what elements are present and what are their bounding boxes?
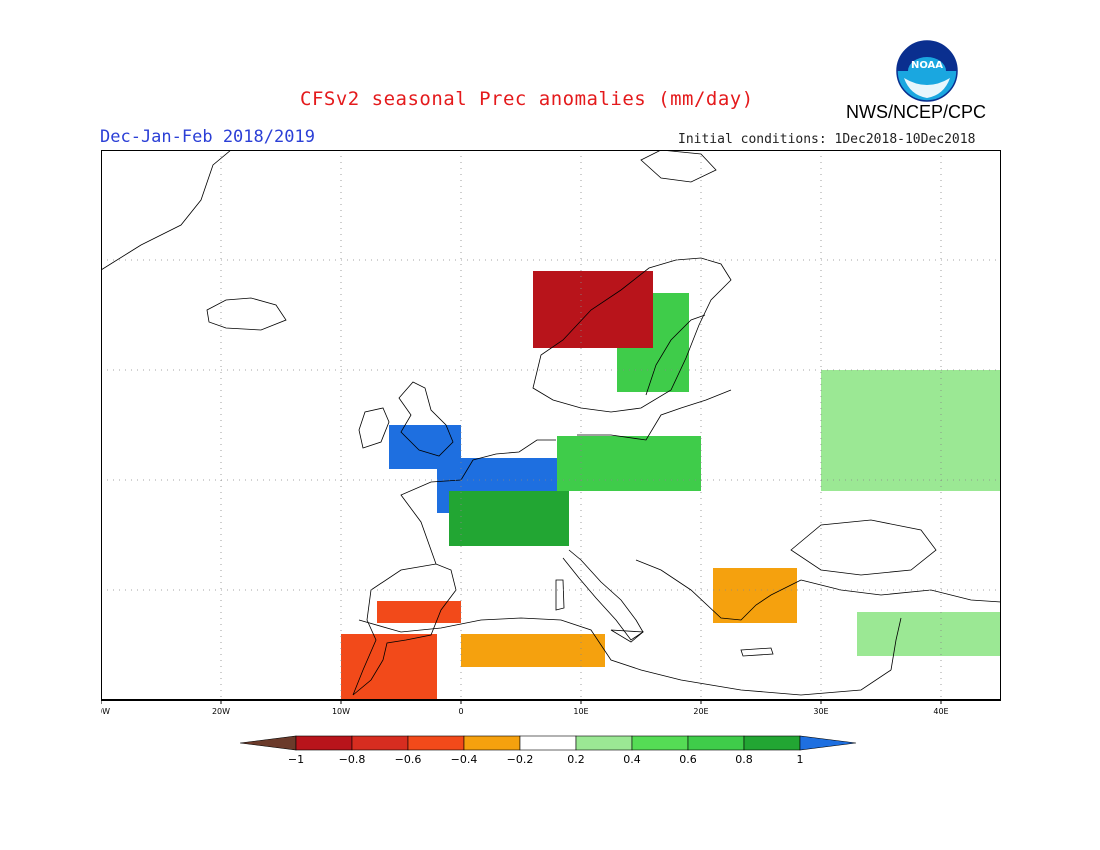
baltic-coast	[577, 389, 732, 441]
map-axes: 30W 20W 10W 0 10E 20E 30E 40E	[101, 700, 949, 716]
iberia-coast	[352, 563, 457, 696]
colorbar-max-arrow	[799, 735, 857, 751]
anomaly-region-norway-coast-dry	[533, 271, 653, 348]
ireland	[358, 407, 390, 449]
anomaly-map: 30W 20W 10W 0 10E 20E 30E 40E	[101, 150, 1001, 716]
france-coast	[400, 439, 556, 565]
great-britain	[398, 381, 454, 457]
colorbar-tick-label: −0.2	[507, 753, 534, 766]
colorbar-tick-label: 0.8	[735, 753, 753, 766]
sicily	[610, 629, 645, 643]
colorbar-tick-label: 0.6	[679, 753, 697, 766]
crete	[740, 647, 774, 657]
levant-coast	[890, 617, 902, 671]
sardinia	[555, 579, 565, 611]
initial-conditions: Initial conditions: 1Dec2018-10Dec2018	[678, 132, 976, 147]
colorbar-tick-label: 1	[797, 753, 804, 766]
lon-tick-label: 10W	[332, 707, 350, 716]
colorbar-segment	[295, 735, 353, 751]
north-africa-coast	[358, 617, 892, 696]
anomaly-region-iberia-south-dry	[377, 601, 461, 623]
map-title: CFSv2 seasonal Prec anomalies (mm/day)	[300, 88, 754, 110]
lon-tick-label: 40E	[933, 707, 948, 716]
italy-coast	[562, 549, 644, 641]
anomaly-region-central-europe-wet	[557, 436, 701, 491]
scandinavia-coast	[532, 257, 732, 413]
lon-tick-label: 10E	[573, 707, 588, 716]
lon-tick-label: 20E	[693, 707, 708, 716]
map-frame	[101, 150, 1001, 701]
turkey-coast	[800, 579, 1001, 603]
colorbar-tick-label: −0.6	[395, 753, 422, 766]
lon-tick-label: 30W	[101, 707, 110, 716]
lon-tick-label: 20W	[212, 707, 230, 716]
colorbar-segment	[575, 735, 633, 751]
colorbar-segment	[351, 735, 409, 751]
anomaly-region-france-wet	[449, 491, 569, 546]
colorbar-segment	[687, 735, 745, 751]
gulf-of-bothnia	[645, 314, 706, 396]
colorbar-tick-label: 0.4	[623, 753, 641, 766]
colorbar-tick-label: −1	[288, 753, 304, 766]
balkans-coast	[635, 559, 802, 621]
colorbar-segment	[519, 735, 577, 751]
svalbard	[640, 150, 717, 183]
colorbar-tick-label: −0.8	[339, 753, 366, 766]
colorbar-segment	[463, 735, 521, 751]
anomaly-region-morocco-dry	[341, 634, 437, 700]
anomaly-region-greece-dry	[713, 568, 797, 623]
black-sea	[790, 519, 937, 576]
lon-tick-label: 30E	[813, 707, 828, 716]
iceland	[206, 297, 287, 331]
anomaly-region-british-isles-wet	[389, 425, 461, 469]
noaa-logo-text: NOAA	[911, 60, 943, 71]
agency-label: NWS/NCEP/CPC	[846, 102, 987, 122]
colorbar-segment	[631, 735, 689, 751]
colorbar: −1 −0.8 −0.6 −0.4 −0.2 0.2 0.4 0.6 0.8 1	[240, 735, 857, 766]
anomaly-region-russia-wet	[821, 370, 1001, 491]
anomaly-fill-layer	[341, 271, 1001, 700]
anomaly-region-north-africa-dry	[461, 634, 605, 667]
lon-tick-label: 0	[458, 707, 463, 716]
colorbar-tick-label: −0.4	[451, 753, 478, 766]
noaa-logo: NOAA	[896, 40, 958, 102]
colorbar-segment	[743, 735, 801, 751]
coastline-layer	[101, 150, 1001, 696]
forecast-period: Dec-Jan-Feb 2018/2019	[100, 127, 315, 147]
colorbar-tick-label: 0.2	[567, 753, 585, 766]
anomaly-region-turkey-east-wet	[857, 612, 1001, 656]
colorbar-min-arrow	[240, 735, 297, 751]
greenland-edge	[101, 150, 232, 271]
graticule	[101, 150, 1001, 700]
colorbar-segment	[407, 735, 465, 751]
